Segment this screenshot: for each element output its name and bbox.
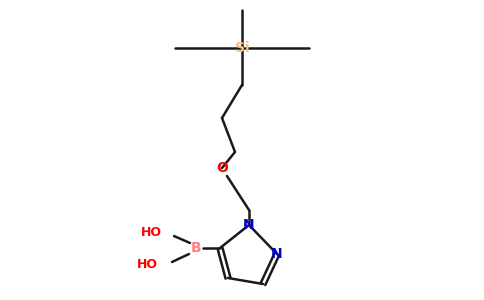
Text: N: N: [243, 218, 255, 232]
Text: HO: HO: [137, 259, 158, 272]
Text: HO: HO: [141, 226, 162, 239]
Text: N: N: [271, 247, 283, 261]
Text: Si: Si: [235, 41, 249, 55]
Text: B: B: [191, 241, 201, 255]
Text: O: O: [216, 161, 228, 175]
